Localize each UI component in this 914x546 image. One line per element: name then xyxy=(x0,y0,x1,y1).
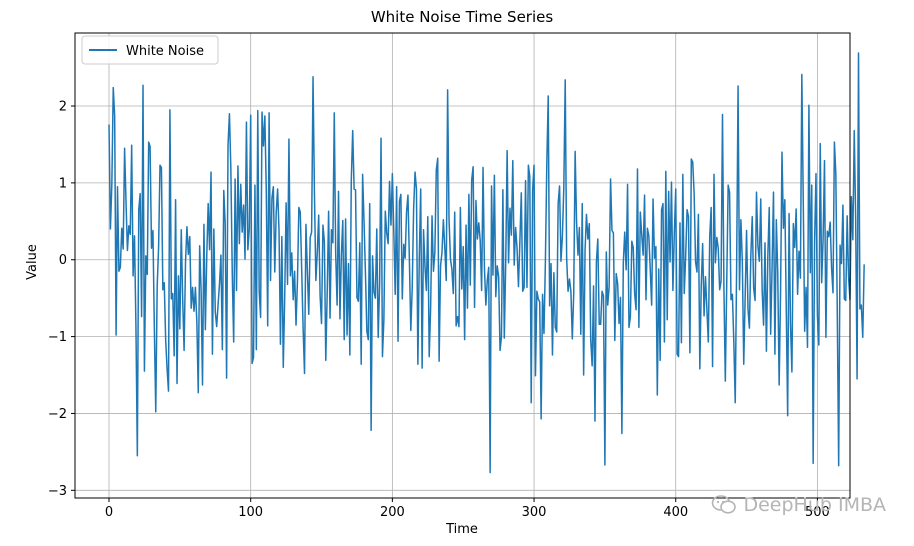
y-tick-label: −3 xyxy=(48,484,67,499)
watermark-text: DeepHub IMBA xyxy=(743,494,886,516)
x-axis-label: Time xyxy=(445,522,478,537)
y-axis-label: Value xyxy=(25,244,40,280)
x-tick-label: 300 xyxy=(522,505,547,520)
y-tick-label: 0 xyxy=(59,253,67,268)
axis-ticks: 0 100 200 300 400 500 −3 −2 −1 0 1 2 xyxy=(48,100,830,520)
x-tick-label: 500 xyxy=(805,505,830,520)
watermark: DeepHub IMBA xyxy=(711,494,886,516)
wechat-icon xyxy=(712,495,737,514)
x-tick-label: 0 xyxy=(105,505,113,520)
legend: White Noise xyxy=(81,35,219,65)
legend-label: White Noise xyxy=(126,44,204,59)
y-tick-label: −1 xyxy=(48,330,67,345)
chart-title: White Noise Time Series xyxy=(371,8,554,26)
x-tick-label: 400 xyxy=(663,505,688,520)
plot-frame xyxy=(74,32,851,499)
y-tick-label: −2 xyxy=(48,407,67,422)
series-layer xyxy=(108,52,865,474)
legend-box xyxy=(81,35,219,65)
x-tick-label: 100 xyxy=(238,505,263,520)
series-line-white-noise xyxy=(108,52,865,474)
x-tick-label: 200 xyxy=(380,505,405,520)
y-tick-label: 2 xyxy=(59,100,67,115)
y-tick-label: 1 xyxy=(59,176,67,191)
